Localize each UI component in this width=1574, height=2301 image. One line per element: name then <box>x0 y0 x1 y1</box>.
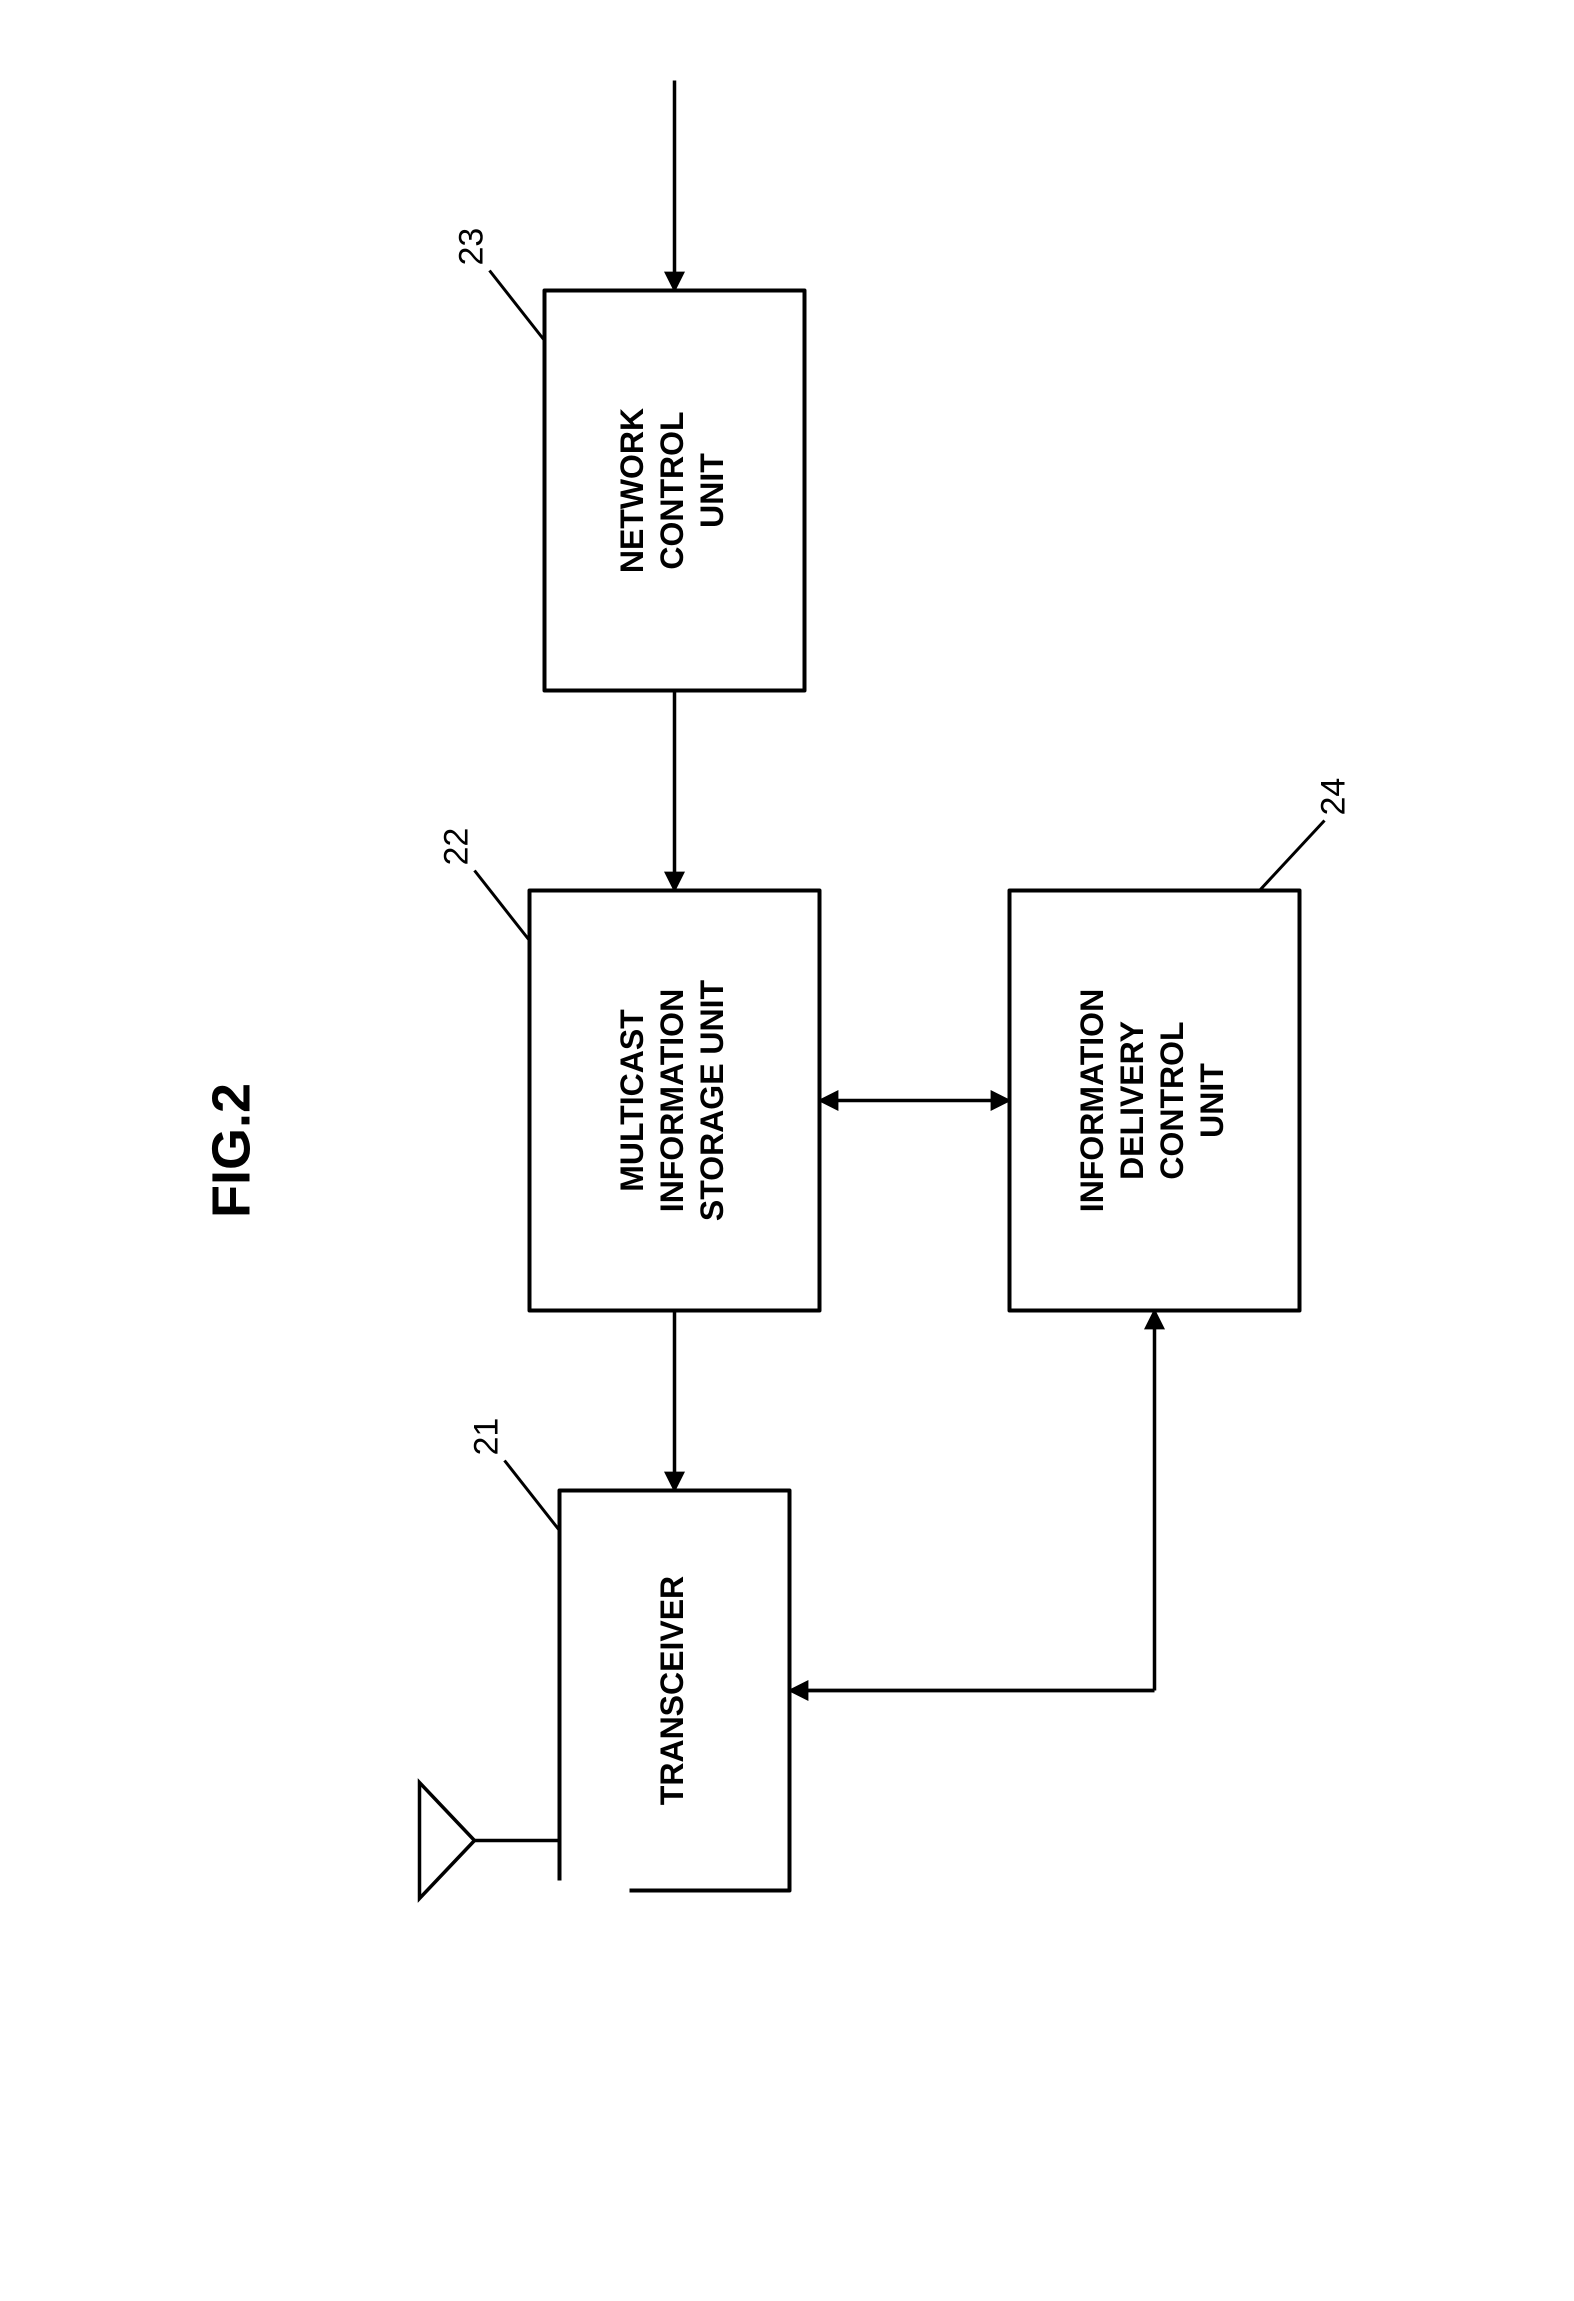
svg-text:INFORMATION: INFORMATION <box>1074 989 1110 1212</box>
svg-text:21: 21 <box>468 1418 506 1456</box>
svg-text:MULTICAST: MULTICAST <box>614 1009 650 1192</box>
svg-text:NETWORK: NETWORK <box>614 408 650 573</box>
svg-text:INFORMATION: INFORMATION <box>654 989 690 1212</box>
svg-text:FIG.2: FIG.2 <box>202 1083 262 1218</box>
svg-text:STORAGE UNIT: STORAGE UNIT <box>694 979 730 1221</box>
svg-text:24: 24 <box>1315 778 1353 816</box>
svg-text:CONTROL: CONTROL <box>1154 1021 1190 1179</box>
svg-text:22: 22 <box>438 828 476 866</box>
svg-text:UNIT: UNIT <box>694 453 730 528</box>
svg-text:23: 23 <box>453 228 491 266</box>
svg-text:CONTROL: CONTROL <box>654 411 690 569</box>
svg-text:TRANSCEIVER: TRANSCEIVER <box>654 1576 690 1805</box>
svg-text:UNIT: UNIT <box>1194 1063 1230 1138</box>
svg-text:DELIVERY: DELIVERY <box>1114 1021 1150 1180</box>
